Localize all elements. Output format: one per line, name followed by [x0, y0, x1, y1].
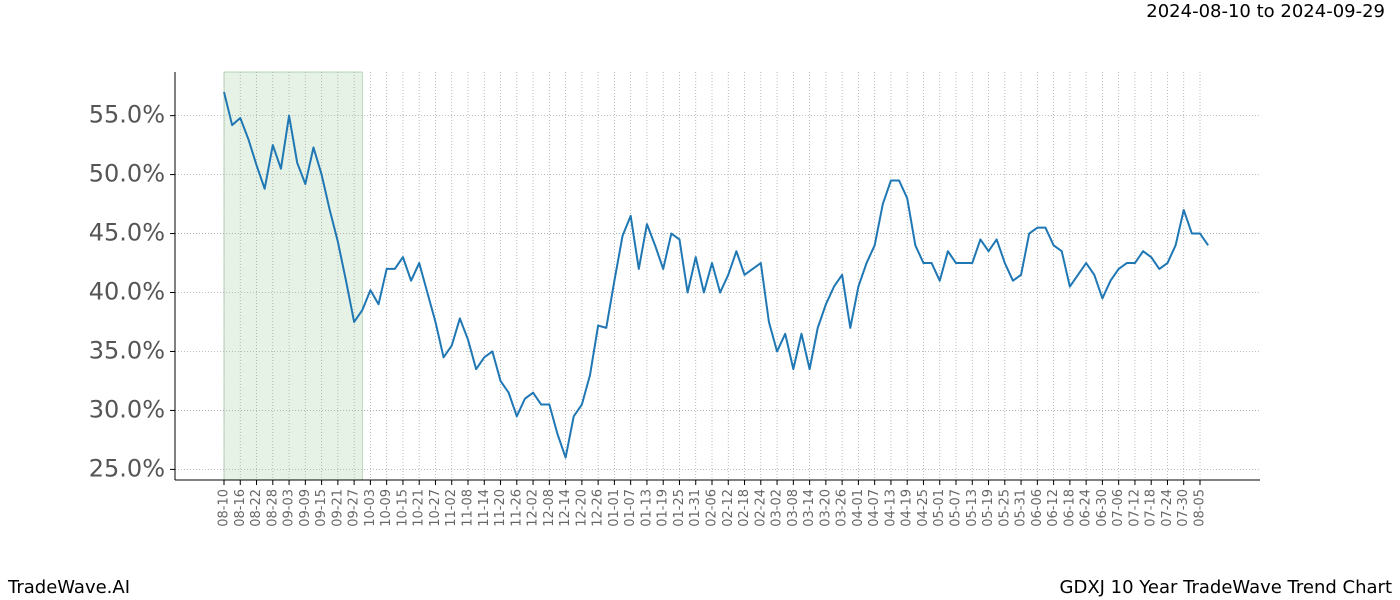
x-tick-label: 01-31	[688, 489, 703, 527]
x-tick-label: 12-20	[574, 489, 589, 527]
x-tick-label: 05-19	[981, 489, 996, 527]
x-tick-label: 09-21	[330, 489, 345, 527]
x-tick-label: 11-08	[461, 489, 476, 527]
x-tick-label: 07-12	[1127, 489, 1142, 527]
x-tick-label: 05-01	[932, 489, 947, 527]
x-tick-label: 09-15	[314, 489, 329, 527]
x-tick-label: 09-03	[282, 489, 297, 527]
x-tick-label: 06-12	[1046, 489, 1061, 527]
x-tick-label: 10-27	[428, 489, 443, 527]
x-tick-label: 07-30	[1176, 489, 1191, 527]
x-tick-label: 03-02	[770, 489, 785, 527]
x-tick-label: 04-19	[900, 489, 915, 527]
x-tick-label: 02-06	[705, 489, 720, 527]
y-tick-label: 25.0%	[89, 454, 165, 482]
x-tick-label: 12-26	[591, 489, 606, 527]
x-tick-label: 11-14	[477, 489, 492, 527]
x-tick-label: 03-08	[786, 489, 801, 527]
x-tick-label: 07-06	[1111, 489, 1126, 527]
x-tick-label: 05-31	[1014, 489, 1029, 527]
x-tick-label: 10-03	[363, 489, 378, 527]
x-tick-label: 12-02	[526, 489, 541, 527]
x-tick-label: 03-20	[818, 489, 833, 527]
x-tick-label: 01-01	[607, 489, 622, 527]
x-tick-label: 01-07	[623, 489, 638, 527]
x-tick-label: 02-18	[737, 489, 752, 527]
subtitle: 2024-08-10 to 2024-09-29	[1146, 1, 1385, 22]
x-tick-label: 01-25	[672, 489, 687, 527]
x-tick-label: 04-07	[867, 489, 882, 527]
x-tick-label: 10-09	[379, 489, 394, 527]
x-tick-label: 05-07	[949, 489, 964, 527]
x-tick-label: 07-18	[1144, 489, 1159, 527]
x-tick-label: 06-24	[1079, 489, 1094, 527]
chart-title: GDXJ 10 Year TradeWave Trend Chart	[1060, 577, 1392, 598]
x-tick-label: 01-19	[656, 489, 671, 527]
x-tick-label: 08-22	[249, 489, 264, 527]
x-tick-label: 11-02	[444, 489, 459, 527]
x-tick-label: 09-09	[298, 489, 313, 527]
x-tick-label: 08-28	[265, 489, 280, 527]
brand: TradeWave.AI	[7, 577, 130, 598]
y-tick-label: 55.0%	[89, 101, 165, 129]
x-tick-label: 06-06	[1030, 489, 1045, 527]
x-tick-label: 11-26	[509, 489, 524, 527]
trend-line	[223, 91, 1209, 459]
x-tick-label: 04-25	[916, 489, 931, 527]
x-tick-label: 07-24	[1160, 489, 1175, 527]
x-tick-label: 12-14	[558, 489, 573, 527]
x-tick-label: 03-14	[802, 489, 817, 527]
x-tick-label: 08-16	[233, 489, 248, 527]
y-tick-label: 50.0%	[89, 160, 165, 188]
x-tick-label: 04-01	[851, 489, 866, 527]
y-tick-label: 40.0%	[89, 278, 165, 306]
x-tick-label: 11-20	[493, 489, 508, 527]
x-tick-label: 02-12	[721, 489, 736, 527]
y-tick-label: 35.0%	[89, 336, 165, 364]
x-tick-label: 05-25	[997, 489, 1012, 527]
x-tick-label: 10-15	[395, 489, 410, 527]
y-tick-label: 45.0%	[89, 219, 165, 247]
x-tick-label: 01-13	[639, 489, 654, 527]
highlight-span	[223, 71, 363, 481]
x-tick-label: 08-05	[1193, 489, 1208, 527]
x-tick-label: 12-08	[542, 489, 557, 527]
y-tick-label: 30.0%	[89, 395, 165, 423]
x-tick-label: 04-13	[883, 489, 898, 527]
x-tick-label: 06-30	[1095, 489, 1110, 527]
x-tick-label: 09-27	[347, 489, 362, 527]
x-tick-label: 08-10	[217, 489, 232, 527]
x-tick-label: 10-21	[412, 489, 427, 527]
x-tick-label: 02-24	[753, 489, 768, 527]
x-tick-label: 03-26	[835, 489, 850, 527]
x-tick-label: 05-13	[965, 489, 980, 527]
x-tick-label: 06-18	[1062, 489, 1077, 527]
